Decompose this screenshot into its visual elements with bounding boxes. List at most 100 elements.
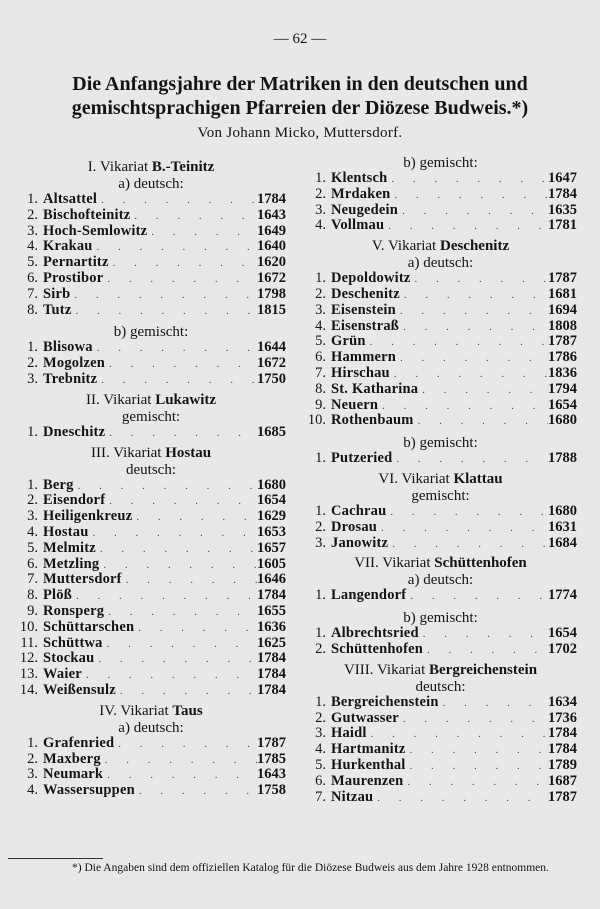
parish-row: 6. Prostibor. . . . . . . . . . . . . . .… (16, 269, 286, 287)
parish-row: 13. Waier. . . . . . . . . . . . . . . . … (16, 666, 286, 683)
parish-number: 2. (315, 640, 326, 657)
dot-leader: . . . . . . . . . . . . . . . . . . . . (101, 373, 257, 386)
parish-number: 4. (27, 782, 38, 799)
parish-name: Stockau (43, 650, 95, 667)
dot-leader: . . . . . . . . . . . . . . . . . . . . (400, 352, 548, 365)
parish-row: 1. Albrechtsried. . . . . . . . . . . . .… (304, 625, 577, 642)
parish-row: 6. Metzling. . . . . . . . . . . . . . . … (16, 555, 286, 573)
parish-name: Hammern (331, 349, 397, 366)
parish-year: 1794 (548, 380, 577, 397)
vikariat-name: Hostau (165, 444, 212, 461)
parish-year: 1625 (257, 634, 286, 651)
vikariat-number: I. (87, 159, 97, 175)
parish-year: 1702 (548, 640, 577, 657)
parish-number: 2. (315, 709, 326, 726)
vikariat-number: II. (85, 391, 100, 408)
parish-number: 7. (27, 571, 38, 588)
parish-row: 4. Hostau. . . . . . . . . . . . . . . . … (16, 523, 286, 541)
subheading: b) gemischt: (403, 610, 478, 627)
parish-year: 1643 (257, 766, 286, 783)
parish-name: Mrdaken (331, 185, 391, 202)
parish-number: 1. (315, 625, 326, 642)
parish-number: 3. (315, 301, 326, 318)
dot-leader: . . . . . . . . . . . . . . . . . . . . (394, 188, 548, 201)
dot-leader: . . . . . . . . . . . . . . . . . . . . (414, 273, 548, 286)
parish-number: 8. (315, 380, 326, 397)
parish-number: 2. (315, 518, 326, 535)
subheading: b) gemischt: (113, 324, 189, 341)
subheading: b) gemischt: (403, 155, 478, 171)
subheading: a) deutsch: (407, 572, 474, 589)
parish-name: Mogolzen (43, 355, 106, 372)
parish-name: Hurkenthal (331, 756, 406, 773)
dot-leader: . . . . . . . . . . . . . . . . . . . . (107, 769, 257, 782)
parish-number: 3. (27, 766, 38, 783)
vikariat-number: III. (90, 444, 110, 461)
parish-row: 3. Eisenstein. . . . . . . . . . . . . . … (304, 301, 577, 319)
parish-year: 1684 (548, 534, 577, 551)
parish-year: 1784 (257, 666, 286, 683)
parish-year: 1672 (257, 269, 286, 286)
parish-year: 1687 (548, 772, 577, 789)
parish-row: 3. Neumark. . . . . . . . . . . . . . . .… (16, 767, 286, 783)
parish-row: 3. Janowitz. . . . . . . . . . . . . . . … (304, 534, 577, 552)
parish-year: 1629 (257, 508, 286, 525)
parish-number: 9. (315, 396, 326, 413)
parish-row: 5. Pernartitz. . . . . . . . . . . . . . … (16, 254, 286, 271)
parish-name: Krakau (43, 238, 93, 255)
parish-year: 1654 (257, 492, 286, 509)
dot-leader: . . . . . . . . . . . . . . . . . . . . (390, 505, 548, 518)
dot-leader: . . . . . . . . . . . . . . . . . . . . (109, 426, 257, 439)
parish-year: 1681 (548, 285, 577, 302)
parish-row: 1. Altsattel. . . . . . . . . . . . . . .… (16, 191, 286, 208)
parish-row: 1. Grafenried. . . . . . . . . . . . . . … (16, 734, 286, 752)
vikariat-heading: VI. Vikariat Klattau (304, 470, 577, 488)
parish-row: 1. Blisowa. . . . . . . . . . . . . . . .… (16, 340, 286, 356)
dot-leader: . . . . . . . . . . . . . . . . . . . . (391, 173, 548, 185)
parish-year: 1784 (257, 681, 286, 698)
parish-year: 1781 (548, 217, 577, 234)
parish-row: 1. Depoldowitz. . . . . . . . . . . . . .… (304, 270, 577, 287)
parish-name: Maurenzen (331, 772, 404, 789)
parish-number: 7. (315, 364, 326, 381)
dot-leader: . . . . . . . . . . . . . . . . . . . . (399, 304, 548, 317)
parish-row: 10. Schüttarschen. . . . . . . . . . . . … (16, 619, 286, 636)
parish-name: Nitzau (331, 788, 374, 805)
parish-row: 1. Bergreichenstein. . . . . . . . . . . … (304, 694, 577, 711)
left-column: I. Vikariat B.-Teinitz a) deutsch: 1. Altsa… (16, 155, 286, 799)
parish-number: 4. (27, 523, 38, 540)
parish-name: Langendorf (331, 587, 407, 604)
dot-leader: . . . . . . . . . . . . . . . . . . . . (369, 336, 548, 349)
parish-row: 12. Stockau. . . . . . . . . . . . . . . … (16, 651, 286, 667)
parish-number: 10. (307, 412, 326, 429)
subheading: deutsch: (126, 461, 176, 478)
parish-number: 2. (27, 750, 38, 767)
byline: Von Johann Micko, Muttersdorf. (197, 125, 403, 141)
parish-name: Vollmau (331, 217, 385, 234)
parish-number: 3. (315, 534, 326, 551)
parish-number: 2. (27, 206, 38, 223)
footnote-rule (8, 858, 103, 859)
parish-number: 6. (27, 555, 38, 572)
parish-name: Eisenstein (331, 301, 396, 318)
parish-name: Blisowa (43, 339, 93, 356)
parish-name: Schüttenhofen (331, 640, 424, 657)
parish-year: 1815 (257, 301, 286, 318)
dot-leader: . . . . . . . . . . . . . . . . . . . . (422, 383, 548, 396)
footnote: *) Die Angaben sind dem offiziellen Kata… (72, 862, 549, 874)
parish-year: 1635 (548, 201, 577, 218)
parish-year: 1787 (257, 734, 286, 751)
parish-year: 1774 (548, 587, 577, 604)
parish-row: 4. Vollmau. . . . . . . . . . . . . . . .… (304, 218, 577, 234)
parish-number: 4. (315, 741, 326, 758)
dot-leader: . . . . . . . . . . . . . . . . . . . . (403, 320, 548, 333)
parish-name: Klentsch (331, 170, 388, 186)
vikariat-word: Vikariat (103, 391, 152, 408)
parish-row: 2. Mogolzen. . . . . . . . . . . . . . . … (16, 355, 286, 372)
parish-name: Wassersuppen (43, 782, 135, 799)
parish-year: 1694 (548, 301, 577, 318)
parish-name: Bischofteinitz (43, 206, 131, 223)
parish-year: 1644 (257, 339, 286, 356)
parish-name: Drosau (331, 518, 378, 535)
parish-row: 2. Deschenitz. . . . . . . . . . . . . . … (304, 285, 577, 303)
